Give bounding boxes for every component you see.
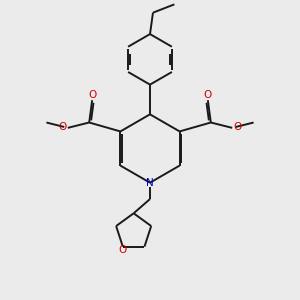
- Text: O: O: [204, 90, 212, 100]
- Text: O: O: [118, 245, 126, 255]
- Text: O: O: [88, 90, 96, 100]
- Text: O: O: [233, 122, 242, 132]
- Text: N: N: [146, 178, 154, 188]
- Text: O: O: [58, 122, 67, 132]
